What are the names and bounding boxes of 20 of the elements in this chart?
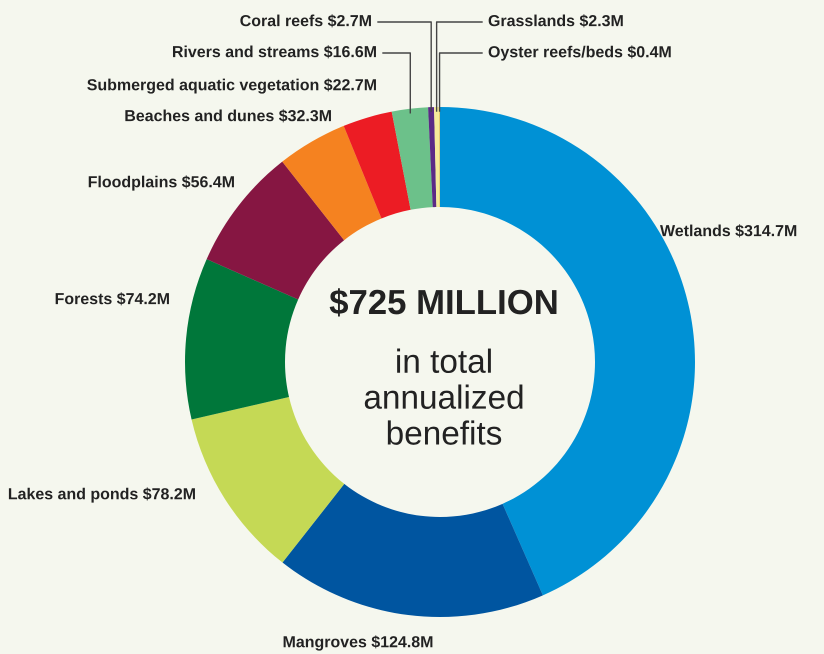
donut-slice	[434, 107, 440, 208]
donut-slice	[428, 107, 436, 208]
slice-label: Floodplains $56.4M	[88, 175, 234, 191]
slice-label: Submerged aquatic vegetation $22.7M	[87, 78, 376, 94]
slice-label: Wetlands $314.7M	[660, 224, 796, 238]
slice-label: Rivers and streams $16.6M	[172, 45, 376, 58]
slice-label: Forests $74.2M	[56, 292, 169, 306]
slice-label: Beaches and dunes $32.3M	[125, 109, 331, 122]
donut-slice	[185, 259, 298, 420]
slice-label: Oyster reefs/beds $0.4M	[488, 45, 671, 61]
slice-label: Mangroves $124.8M	[284, 635, 432, 651]
donut-slice	[392, 107, 433, 210]
text: in total annualized benefits	[364, 348, 522, 445]
text: $725 MILLION	[330, 288, 556, 317]
slice-label: Lakes and ponds $78.2M	[8, 487, 195, 503]
slice-label: Grasslands $2.3M	[488, 14, 623, 28]
donut-slice	[344, 112, 411, 218]
donut-slice	[282, 484, 543, 617]
slice-label: Coral reefs $2.7M	[240, 14, 371, 28]
donut-slice	[282, 126, 382, 240]
